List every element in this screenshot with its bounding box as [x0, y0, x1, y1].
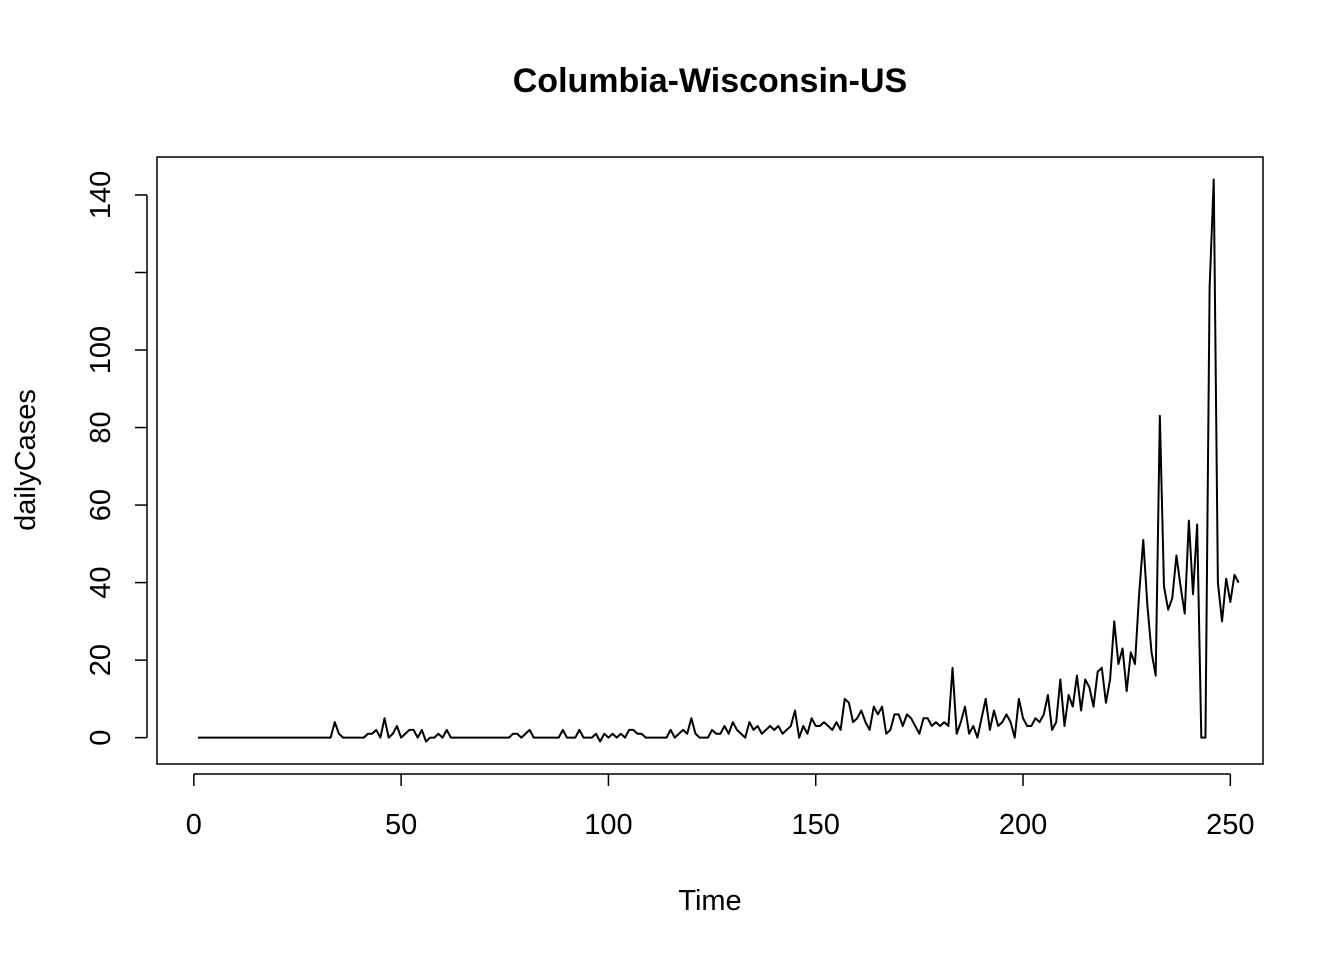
y-axis: 0 20 40 60 80 100 140: [85, 171, 148, 746]
y-tick-label: 0: [85, 730, 117, 746]
y-tick-label: 20: [85, 644, 117, 676]
y-tick-label: 100: [85, 326, 117, 374]
x-axis-label: Time: [678, 885, 741, 917]
series-layer: [197, 178, 1240, 743]
x-tick-label: 200: [999, 809, 1047, 841]
x-axis: 0 50 100 150 200 250: [186, 773, 1255, 841]
x-tick-label: 50: [385, 809, 417, 841]
chart-title: Columbia-Wisconsin-US: [513, 62, 908, 100]
x-tick-label: 100: [584, 809, 632, 841]
y-axis-label: dailyCases: [10, 389, 42, 531]
series-line: [197, 178, 1240, 743]
x-tick-label: 250: [1206, 809, 1254, 841]
plot-frame: [156, 156, 1264, 765]
y-tick-label: 60: [85, 489, 117, 521]
x-tick-label: 150: [792, 809, 840, 841]
y-tick-label: 80: [85, 411, 117, 443]
x-tick-label: 0: [186, 809, 202, 841]
y-tick-label: 40: [85, 566, 117, 598]
y-tick-label: 140: [85, 171, 117, 219]
